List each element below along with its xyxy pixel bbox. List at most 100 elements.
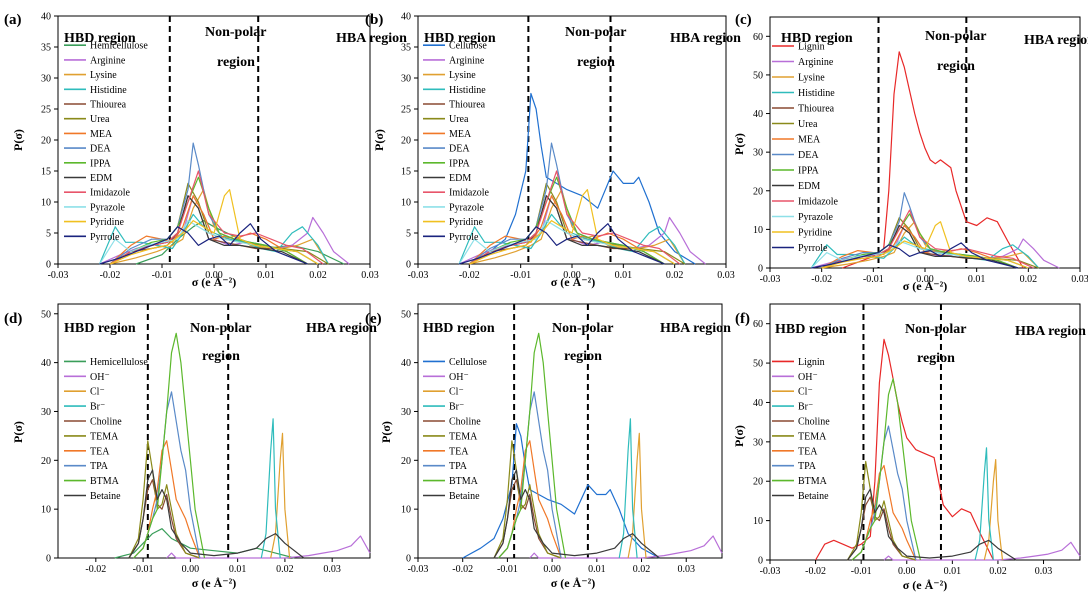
y-axis-label: P(σ) bbox=[379, 421, 393, 443]
y-tick-label: 40 bbox=[41, 358, 51, 369]
legend-label-TEMA: TEMA bbox=[90, 431, 119, 442]
y-tick-label: 20 bbox=[41, 456, 51, 467]
legend-label-Lignin: Lignin bbox=[798, 357, 825, 368]
legend-label-Histidine: Histidine bbox=[798, 88, 835, 99]
region-label-hbd: HBD region bbox=[781, 31, 853, 46]
series-line-MEA bbox=[109, 195, 308, 265]
series-line-TEMA bbox=[846, 460, 917, 561]
y-tick-label: 50 bbox=[753, 70, 763, 81]
series-line-Br⁻ bbox=[618, 418, 638, 559]
y-tick-label: 0 bbox=[406, 260, 411, 271]
region-label-nonpolar-2: region bbox=[564, 349, 602, 364]
y-tick-label: 0 bbox=[46, 260, 51, 271]
legend-label-Br⁻: Br⁻ bbox=[798, 402, 813, 413]
y-tick-label: 0 bbox=[758, 264, 763, 275]
legend-label-DEA: DEA bbox=[449, 144, 470, 155]
y-tick-label: 20 bbox=[401, 456, 411, 467]
legend-label-Choline: Choline bbox=[798, 417, 830, 428]
region-label-nonpolar: Non-polar bbox=[552, 321, 613, 336]
x-tick-label: -0.01 bbox=[863, 274, 884, 285]
legend-label-TEMA: TEMA bbox=[449, 431, 478, 442]
x-axis-label: σ (e Å⁻²) bbox=[551, 275, 595, 289]
legend-label-TPA: TPA bbox=[449, 461, 468, 472]
series-line-MEA bbox=[468, 195, 665, 265]
y-tick-label: 10 bbox=[41, 505, 51, 516]
legend-label-MEA: MEA bbox=[798, 135, 821, 146]
legend-label-Thiourea: Thiourea bbox=[449, 100, 486, 111]
legend-label-Br⁻: Br⁻ bbox=[449, 402, 464, 413]
legend-label-IPPA: IPPA bbox=[90, 158, 112, 169]
legend-label-EDM: EDM bbox=[449, 173, 471, 184]
x-tick-label: 0.02 bbox=[1020, 274, 1038, 285]
region-label-hbd: HBD region bbox=[424, 31, 496, 46]
legend-label-Choline: Choline bbox=[449, 417, 481, 428]
y-tick-label: 30 bbox=[41, 407, 51, 418]
y-tick-label: 40 bbox=[401, 12, 411, 23]
y-tick-label: 20 bbox=[753, 477, 763, 488]
x-tick-label: -0.03 bbox=[760, 274, 781, 285]
series-line-Lignin bbox=[842, 51, 1024, 269]
y-tick-label: 35 bbox=[41, 43, 51, 54]
x-tick-label: 0.00 bbox=[543, 564, 561, 575]
legend-label-Betaine: Betaine bbox=[90, 491, 121, 502]
x-tick-label: -0.01 bbox=[497, 564, 518, 575]
y-tick-label: 25 bbox=[401, 105, 411, 116]
y-tick-label: 40 bbox=[753, 109, 763, 120]
x-tick-label: -0.01 bbox=[133, 564, 154, 575]
x-tick-label: 0.02 bbox=[666, 270, 684, 281]
legend-label-Urea: Urea bbox=[798, 119, 818, 130]
series-line-OH⁻ bbox=[529, 535, 723, 559]
legend-label-OH⁻: OH⁻ bbox=[798, 372, 818, 383]
y-tick-label: 0 bbox=[758, 556, 763, 567]
legend-label-TPA: TPA bbox=[798, 461, 817, 472]
legend-label-Pyridine: Pyridine bbox=[449, 217, 483, 228]
x-tick-label: 0.03 bbox=[323, 564, 341, 575]
legend-label-TEA: TEA bbox=[90, 446, 110, 457]
series-line-OH⁻ bbox=[883, 541, 1081, 561]
series-line-Pyridine bbox=[821, 221, 1029, 269]
x-tick-label: 0.01 bbox=[615, 270, 633, 281]
series-line-Cl⁻ bbox=[627, 432, 647, 559]
y-axis-label: P(σ) bbox=[11, 421, 25, 443]
legend-label-Choline: Choline bbox=[90, 417, 122, 428]
legend-label-Cl⁻: Cl⁻ bbox=[798, 387, 813, 398]
y-tick-label: 60 bbox=[753, 319, 763, 330]
series-line-BTMA bbox=[851, 378, 921, 561]
y-axis-label: P(σ) bbox=[732, 425, 746, 447]
series-line-Lignin bbox=[815, 338, 994, 561]
region-label-nonpolar-2: region bbox=[937, 59, 975, 74]
x-tick-label: 0.02 bbox=[989, 566, 1007, 577]
x-tick-label: -0.01 bbox=[851, 566, 872, 577]
legend-label-Imidazole: Imidazole bbox=[449, 188, 490, 199]
legend-label-TEA: TEA bbox=[798, 446, 818, 457]
y-tick-label: 20 bbox=[401, 136, 411, 147]
series-line-Cl⁻ bbox=[983, 459, 1004, 561]
x-tick-label: -0.02 bbox=[100, 270, 121, 281]
legend-label-Hemicellulose: Hemicellulose bbox=[90, 357, 148, 368]
legend-label-Lignin: Lignin bbox=[798, 42, 825, 53]
x-tick-label: -0.02 bbox=[85, 564, 106, 575]
legend-label-OH⁻: OH⁻ bbox=[449, 372, 469, 383]
y-tick-label: 30 bbox=[401, 407, 411, 418]
series-line-BTMA bbox=[133, 332, 206, 559]
legend-label-EDM: EDM bbox=[798, 181, 820, 192]
x-tick-label: -0.02 bbox=[459, 270, 480, 281]
series-line-TEMA bbox=[128, 440, 200, 559]
y-tick-label: 0 bbox=[406, 554, 411, 565]
series-line-Cellulose bbox=[462, 423, 660, 559]
region-label-hbd: HBD region bbox=[775, 322, 847, 337]
y-tick-label: 15 bbox=[41, 167, 51, 178]
series-line-OH⁻ bbox=[166, 535, 371, 559]
x-tick-label: -0.01 bbox=[152, 270, 173, 281]
panel-label: (e) bbox=[365, 311, 382, 327]
x-tick-label: 0.01 bbox=[588, 564, 606, 575]
y-tick-label: 10 bbox=[41, 198, 51, 209]
x-tick-label: 0.01 bbox=[944, 566, 962, 577]
x-axis-label: σ (e Å⁻²) bbox=[551, 576, 595, 590]
legend-label-Betaine: Betaine bbox=[798, 491, 829, 502]
y-tick-label: 50 bbox=[41, 309, 51, 320]
legend-label-Cl⁻: Cl⁻ bbox=[449, 387, 464, 398]
y-tick-label: 35 bbox=[401, 43, 411, 54]
y-tick-label: 10 bbox=[753, 516, 763, 527]
y-tick-label: 10 bbox=[401, 505, 411, 516]
